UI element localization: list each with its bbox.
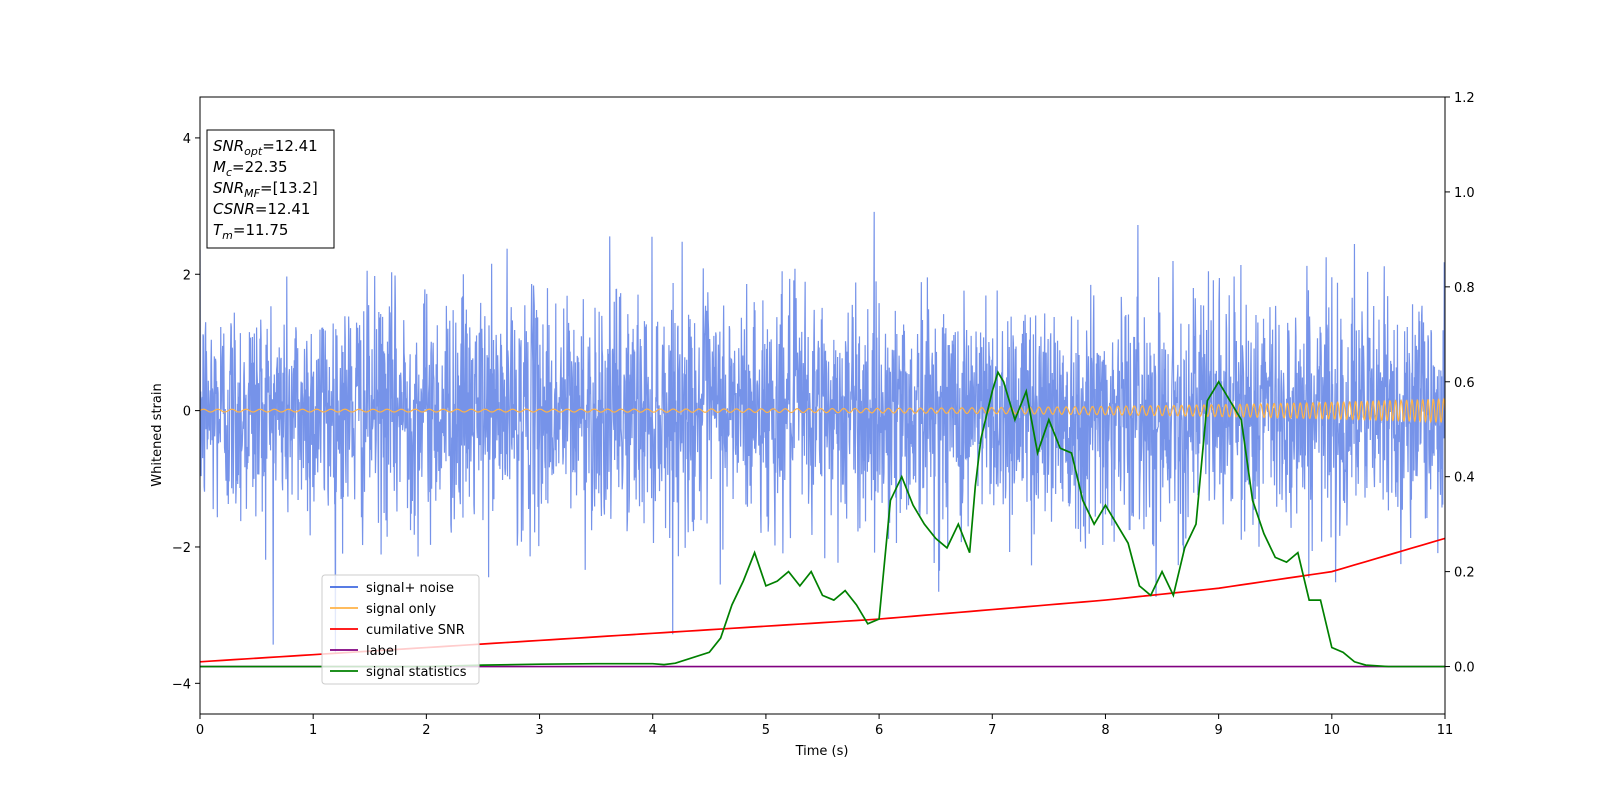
- legend-frame: [321, 574, 480, 685]
- x-tick-label: 10: [1324, 723, 1341, 738]
- annotation-value: =12.41: [255, 200, 311, 218]
- annotation-line: CSNR=12.41: [213, 200, 310, 218]
- x-tick-label: 7: [988, 723, 996, 738]
- annotation-symbol: CSNR: [213, 200, 255, 218]
- y2-tick-label: 0.6: [1454, 376, 1475, 391]
- y2-tick-label: 1.0: [1454, 186, 1475, 201]
- series-signal-noise: [200, 211, 1445, 654]
- annotation-value: =22.35: [232, 158, 288, 176]
- x-tick-label: 6: [875, 723, 883, 738]
- x-tick-label: 9: [1214, 723, 1222, 738]
- legend-label: signal statistics: [366, 665, 467, 680]
- annotation-symbol: SNR: [213, 137, 244, 155]
- annotation-symbol: M: [213, 158, 226, 176]
- legend-label: cumilative SNR: [366, 623, 465, 638]
- legend-label: signal only: [366, 602, 436, 617]
- series-line-signal-statistics: [200, 370, 1445, 668]
- plot-frame: [199, 96, 1446, 715]
- x-tick-label: 1: [309, 723, 317, 738]
- legend-label: label: [366, 644, 397, 659]
- x-tick-label: 5: [762, 723, 770, 738]
- x-tick-label: 8: [1101, 723, 1109, 738]
- annotation-line: SNRopt=12.41: [213, 137, 318, 158]
- y-tick-label: −2: [172, 541, 191, 556]
- annotation-symbol: SNR: [213, 179, 244, 197]
- x-tick-label: 11: [1437, 723, 1454, 738]
- x-tick-label: 2: [422, 723, 430, 738]
- annotation-line: Tm=11.75: [213, 221, 288, 242]
- y2-tick-label: 0.2: [1454, 566, 1475, 581]
- legend: signal+ noise signal only cumilative SNR la…: [321, 574, 480, 685]
- annotation-line: Mc=22.35: [213, 158, 288, 179]
- annotation-line: SNRMF=[13.2]: [213, 179, 318, 200]
- y-tick-label: 0: [183, 405, 191, 420]
- annotation-value: =12.41: [262, 137, 318, 155]
- annotation-frame: [206, 129, 335, 249]
- annotation-subscript: m: [222, 229, 233, 242]
- y-axis-ticks: −4 −2 0 2 4: [172, 132, 200, 692]
- annotation-subscript: MF: [244, 187, 260, 200]
- x-axis-label: Time (s): [795, 744, 849, 759]
- y-tick-label: −4: [172, 677, 191, 692]
- annotation-subscript: opt: [244, 145, 263, 158]
- annotation-value: =11.75: [233, 221, 289, 239]
- series-line-signal-noise: [200, 211, 1445, 654]
- annotation-subscript: c: [226, 166, 232, 179]
- y2-tick-label: 1.2: [1454, 91, 1475, 106]
- y2-tick-label: 0.8: [1454, 281, 1475, 296]
- y-axis-label: Whitened strain: [150, 383, 165, 486]
- annotation-symbol: T: [213, 221, 224, 239]
- y-tick-label: 2: [183, 268, 191, 283]
- x-tick-label: 4: [649, 723, 657, 738]
- y-tick-label: 4: [183, 132, 191, 147]
- x-tick-label: 0: [196, 723, 204, 738]
- x-tick-label: 3: [535, 723, 543, 738]
- x-axis-ticks: 0 1 2 3 4 5 6 7 8 9 10 11: [196, 714, 1453, 738]
- annotation-value: =[13.2]: [260, 179, 318, 197]
- y2-tick-label: 0.4: [1454, 471, 1475, 486]
- annotation-box: SNRopt=12.41Mc=22.35SNRMF=[13.2]CSNR=12.…: [206, 129, 335, 249]
- y2-tick-label: 0.0: [1454, 661, 1475, 676]
- legend-label: signal+ noise: [366, 581, 454, 596]
- right-y-axis-ticks: 0.0 0.2 0.4 0.6 0.8 1.0 1.2: [1445, 91, 1475, 676]
